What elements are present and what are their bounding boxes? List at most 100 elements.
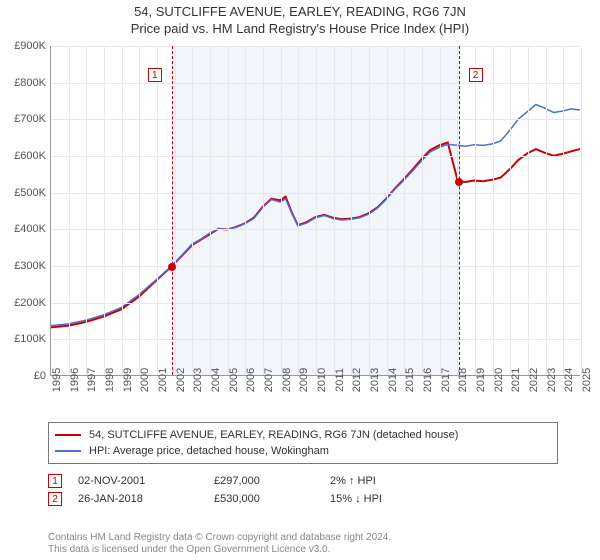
y-tick-label: £500K	[1, 187, 46, 199]
legend-item: 54, SUTCLIFFE AVENUE, EARLEY, READING, R…	[55, 427, 551, 443]
gridline-v	[422, 46, 423, 375]
gridline-v	[298, 46, 299, 375]
x-tick-label: 2024	[563, 368, 575, 392]
sale-row: 2 26-JAN-2018 £530,000 15% ↓ HPI	[48, 492, 558, 506]
sale-price: £297,000	[214, 475, 314, 487]
gridline-v	[245, 46, 246, 375]
y-tick-label: £200K	[1, 297, 46, 309]
marker-dot-2	[455, 178, 463, 186]
gridline-v	[493, 46, 494, 375]
sale-date: 26-JAN-2018	[78, 493, 198, 505]
x-tick-label: 2022	[528, 368, 540, 392]
x-tick-label: 2019	[475, 368, 487, 392]
x-tick-label: 2004	[210, 368, 222, 392]
y-tick-label: £100K	[1, 333, 46, 345]
sale-diff: 15% ↓ HPI	[330, 493, 450, 505]
x-tick-label: 1995	[51, 368, 63, 392]
y-tick-label: £900K	[1, 40, 46, 52]
x-tick-label: 2000	[139, 368, 151, 392]
footer-line2: This data is licensed under the Open Gov…	[48, 544, 391, 556]
marker-box-2: 2	[469, 68, 483, 82]
chart-titles: 54, SUTCLIFFE AVENUE, EARLEY, READING, R…	[0, 0, 600, 36]
gridline-v	[510, 46, 511, 375]
legend-swatch	[55, 434, 81, 436]
x-tick-label: 2012	[351, 368, 363, 392]
gridline-v	[404, 46, 405, 375]
x-tick-label: 2017	[440, 368, 452, 392]
x-tick-label: 2013	[369, 368, 381, 392]
sale-marker-num: 2	[48, 492, 62, 506]
marker-box-1: 1	[148, 68, 162, 82]
x-tick-label: 2021	[510, 368, 522, 392]
gridline-v	[175, 46, 176, 375]
gridline-v	[475, 46, 476, 375]
sales-table: 1 02-NOV-2001 £297,000 2% ↑ HPI 2 26-JAN-2018…	[48, 474, 558, 506]
legend-box: 54, SUTCLIFFE AVENUE, EARLEY, READING, R…	[48, 422, 558, 464]
gridline-v	[104, 46, 105, 375]
x-tick-label: 2023	[546, 368, 558, 392]
legend-label: HPI: Average price, detached house, Woki…	[89, 443, 329, 459]
y-tick-label: £800K	[1, 77, 46, 89]
x-tick-label: 2006	[245, 368, 257, 392]
gridline-v	[139, 46, 140, 375]
legend-item: HPI: Average price, detached house, Woki…	[55, 443, 551, 459]
chart-subtitle: Price paid vs. HM Land Registry's House …	[0, 21, 600, 36]
x-tick-label: 2020	[493, 368, 505, 392]
chart-title: 54, SUTCLIFFE AVENUE, EARLEY, READING, R…	[0, 4, 600, 19]
x-tick-label: 1997	[86, 368, 98, 392]
y-tick-label: £400K	[1, 223, 46, 235]
sale-row: 1 02-NOV-2001 £297,000 2% ↑ HPI	[48, 474, 558, 488]
gridline-v	[563, 46, 564, 375]
y-tick-label: £600K	[1, 150, 46, 162]
sale-diff: 2% ↑ HPI	[330, 475, 450, 487]
y-tick-label: £300K	[1, 260, 46, 272]
legend-swatch	[55, 450, 81, 452]
gridline-v	[546, 46, 547, 375]
x-tick-label: 2016	[422, 368, 434, 392]
x-tick-label: 2005	[228, 368, 240, 392]
x-tick-label: 2001	[157, 368, 169, 392]
footer: Contains HM Land Registry data © Crown c…	[48, 532, 391, 556]
gridline-v	[440, 46, 441, 375]
x-tick-label: 1998	[104, 368, 116, 392]
x-tick-label: 2011	[334, 368, 346, 392]
footer-line1: Contains HM Land Registry data © Crown c…	[48, 532, 391, 544]
gridline-v	[157, 46, 158, 375]
plot: £0£100K£200K£300K£400K£500K£600K£700K£80…	[50, 46, 580, 376]
gridline-v	[210, 46, 211, 375]
y-tick-label: £700K	[1, 113, 46, 125]
sale-date: 02-NOV-2001	[78, 475, 198, 487]
x-tick-label: 2010	[316, 368, 328, 392]
gridline-v	[369, 46, 370, 375]
sale-marker-num: 1	[48, 474, 62, 488]
x-tick-label: 2008	[281, 368, 293, 392]
gridline-v	[86, 46, 87, 375]
x-tick-label: 2009	[298, 368, 310, 392]
gridline-v	[387, 46, 388, 375]
x-tick-label: 2025	[581, 368, 593, 392]
x-tick-label: 2015	[404, 368, 416, 392]
x-tick-label: 2014	[387, 368, 399, 392]
gridline-v	[122, 46, 123, 375]
marker-dot-1	[168, 263, 176, 271]
x-tick-label: 1999	[122, 368, 134, 392]
gridline-v	[192, 46, 193, 375]
y-tick-label: £0	[1, 370, 46, 382]
gridline-v	[316, 46, 317, 375]
gridline-v	[263, 46, 264, 375]
x-tick-label: 2003	[192, 368, 204, 392]
legend-label: 54, SUTCLIFFE AVENUE, EARLEY, READING, R…	[89, 427, 458, 443]
gridline-v	[528, 46, 529, 375]
marker-line-1	[172, 46, 173, 375]
gridline-v	[281, 46, 282, 375]
x-tick-label: 2007	[263, 368, 275, 392]
x-tick-label: 1996	[69, 368, 81, 392]
chart-area: £0£100K£200K£300K£400K£500K£600K£700K£80…	[50, 46, 580, 416]
sale-price: £530,000	[214, 493, 314, 505]
x-tick-label: 2002	[175, 368, 187, 392]
gridline-v	[581, 46, 582, 375]
gridline-v	[334, 46, 335, 375]
gridline-v	[69, 46, 70, 375]
legend-section: 54, SUTCLIFFE AVENUE, EARLEY, READING, R…	[48, 422, 558, 510]
marker-line-2	[459, 46, 460, 375]
